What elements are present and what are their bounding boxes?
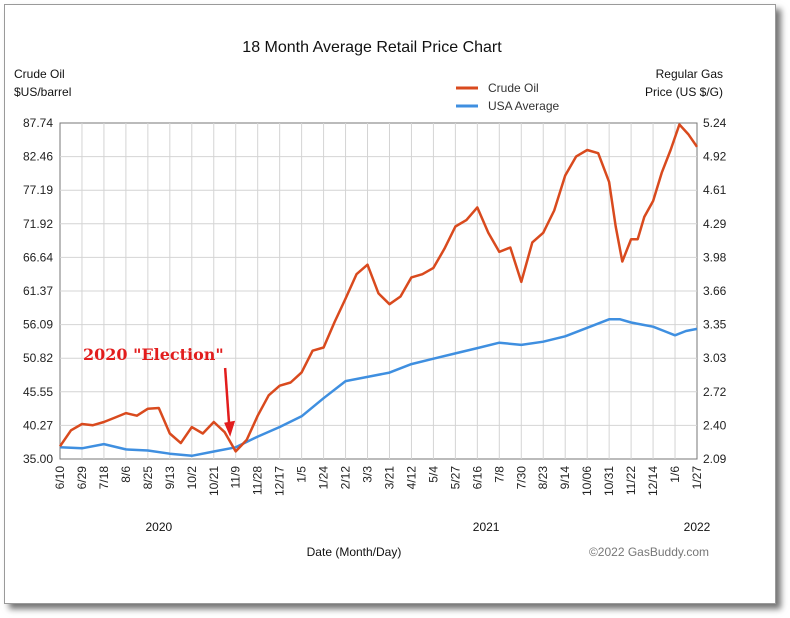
left-tick-label: 56.09 — [23, 318, 53, 332]
legend: Crude Oil USA Average — [456, 81, 559, 113]
right-tick-label: 2.40 — [703, 418, 727, 432]
x-tick-label: 8/23 — [536, 466, 550, 490]
year-label: 2022 — [684, 520, 711, 534]
right-axis-title-line1: Regular Gas — [656, 67, 723, 81]
left-tick-label: 71.92 — [23, 217, 53, 231]
legend-label-crude-oil: Crude Oil — [488, 81, 539, 95]
x-tick-label: 1/6 — [668, 466, 682, 483]
x-axis-ticks: 6/10 6/29 7/18 8/6 8/25 9/13 10/2 10/21 11/9 11/2… — [53, 466, 704, 496]
x-tick-label: 8/6 — [119, 466, 133, 483]
right-tick-label: 3.03 — [703, 351, 727, 365]
series-lines — [58, 123, 699, 458]
right-tick-label: 2.72 — [703, 385, 727, 399]
legend-label-usa-average: USA Average — [488, 99, 559, 113]
right-tick-label: 5.24 — [703, 116, 727, 130]
x-tick-label: 4/12 — [404, 466, 418, 490]
x-tick-label: 6/29 — [75, 466, 89, 490]
annotation-arrow-head — [224, 420, 236, 437]
x-tick-label: 5/4 — [426, 466, 440, 483]
right-tick-label: 4.92 — [703, 150, 727, 164]
year-label: 2020 — [145, 520, 172, 534]
annotation-arrow — [223, 367, 236, 437]
x-tick-label: 1/27 — [690, 466, 704, 490]
left-axis-ticks: 87.74 82.46 77.19 71.92 66.64 61.37 56.09 50.82… — [23, 116, 53, 466]
left-tick-label: 40.27 — [23, 418, 53, 432]
x-tick-label: 6/10 — [53, 466, 67, 490]
right-axis-ticks: 5.24 4.92 4.61 4.29 3.98 3.66 3.35 3.03 2.72 2.40… — [703, 116, 727, 466]
right-axis-title-line2: Price (US $/G) — [645, 85, 723, 99]
left-axis-title-line1: Crude Oil — [14, 67, 65, 81]
left-tick-label: 82.46 — [23, 150, 53, 164]
x-tick-label: 12/17 — [273, 466, 287, 496]
right-tick-label: 2.09 — [703, 452, 727, 466]
x-tick-label: 5/27 — [448, 466, 462, 490]
left-tick-label: 77.19 — [23, 183, 53, 197]
left-tick-label: 66.64 — [23, 250, 53, 264]
left-tick-label: 45.55 — [23, 385, 53, 399]
annotation-arrow-shaft — [223, 367, 231, 425]
right-tick-label: 3.35 — [703, 318, 727, 332]
left-tick-label: 61.37 — [23, 284, 53, 298]
copyright-text: ©2022 GasBuddy.com — [589, 545, 709, 559]
x-tick-label: 6/16 — [470, 466, 484, 490]
right-tick-label: 4.29 — [703, 217, 727, 231]
x-tick-label: 2/12 — [339, 466, 353, 490]
x-tick-label: 3/21 — [382, 466, 396, 490]
election-annotation: 2020 "Election" — [83, 345, 224, 364]
x-tick-label: 1/24 — [317, 466, 331, 490]
left-tick-label: 87.74 — [23, 116, 53, 130]
left-axis-title-line2: $US/barrel — [14, 85, 71, 99]
series-line — [59, 318, 698, 458]
year-label: 2021 — [473, 520, 500, 534]
x-tick-label: 10/06 — [580, 466, 594, 496]
left-tick-label: 50.82 — [23, 351, 53, 365]
x-tick-label: 7/8 — [492, 466, 506, 483]
x-tick-label: 10/21 — [207, 466, 221, 496]
x-tick-label: 3/3 — [361, 466, 375, 483]
right-tick-label: 3.98 — [703, 250, 727, 264]
series-line — [58, 123, 699, 453]
x-tick-label: 11/9 — [229, 466, 243, 489]
x-tick-label: 12/14 — [646, 466, 660, 496]
x-tick-label: 11/28 — [251, 466, 265, 495]
x-tick-label: 10/31 — [602, 466, 616, 496]
right-tick-label: 4.61 — [703, 183, 727, 197]
x-tick-label: 11/22 — [624, 466, 638, 495]
right-tick-label: 3.66 — [703, 284, 727, 298]
x-tick-label: 7/30 — [514, 466, 528, 490]
x-tick-label: 9/13 — [163, 466, 177, 490]
grid — [60, 123, 697, 459]
x-tick-label: 9/14 — [558, 466, 572, 490]
x-tick-label: 8/25 — [141, 466, 155, 490]
year-labels: 2020 2021 2022 — [145, 520, 710, 534]
x-axis-title: Date (Month/Day) — [307, 545, 402, 559]
x-tick-label: 1/5 — [295, 466, 309, 483]
x-tick-label: 7/18 — [97, 466, 111, 490]
left-tick-label: 35.00 — [23, 452, 53, 466]
chart-title: 18 Month Average Retail Price Chart — [242, 39, 502, 56]
x-tick-label: 10/2 — [185, 466, 199, 490]
